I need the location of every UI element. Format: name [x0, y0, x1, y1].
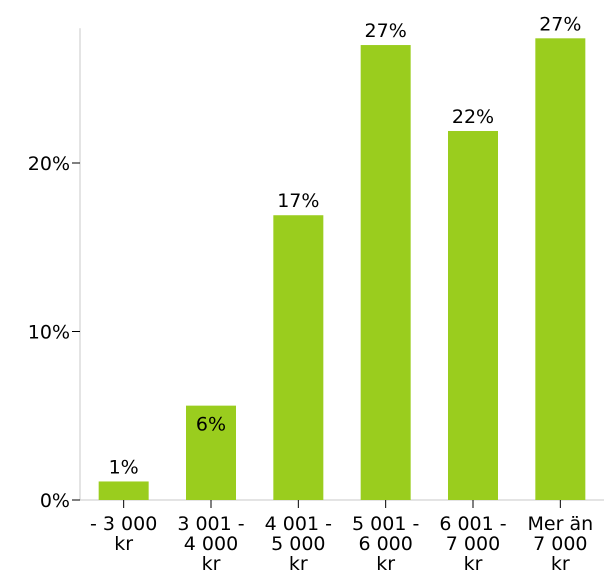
data-label: 27%	[365, 20, 407, 42]
y-tick-label: 10%	[28, 322, 70, 344]
data-label: 22%	[452, 106, 494, 128]
bar	[535, 38, 586, 501]
bar	[360, 45, 411, 501]
x-category-label: 6 001 -7 000 kr	[439, 513, 506, 575]
bar	[273, 215, 324, 501]
data-label: 17%	[277, 190, 319, 212]
y-axis: 0% 10% 20%	[28, 28, 81, 512]
data-labels: 1% 6% 17% 27% 22% 27%	[109, 13, 582, 478]
bar	[98, 481, 149, 500]
y-tick-label: 20%	[28, 153, 70, 175]
x-axis: - 3 000 kr 3 001 -4 000 kr 4 001 -5 000 kr 5 0…	[80, 499, 604, 575]
x-category-label: - 3 000 kr	[90, 513, 157, 555]
x-category-label: 5 001 -6 000 kr	[352, 513, 419, 575]
bars	[98, 38, 586, 501]
y-tick-label: 0%	[40, 490, 70, 512]
x-category-label: 4 001 -5 000 kr	[265, 513, 332, 575]
data-label: 1%	[109, 456, 139, 478]
data-label: 27%	[539, 13, 581, 35]
x-category-label: 3 001 -4 000 kr	[177, 513, 244, 575]
x-category-label: Mer än 7 000 kr	[528, 513, 594, 575]
data-label: 6%	[196, 414, 226, 436]
bar	[186, 405, 236, 500]
bar	[448, 130, 498, 501]
